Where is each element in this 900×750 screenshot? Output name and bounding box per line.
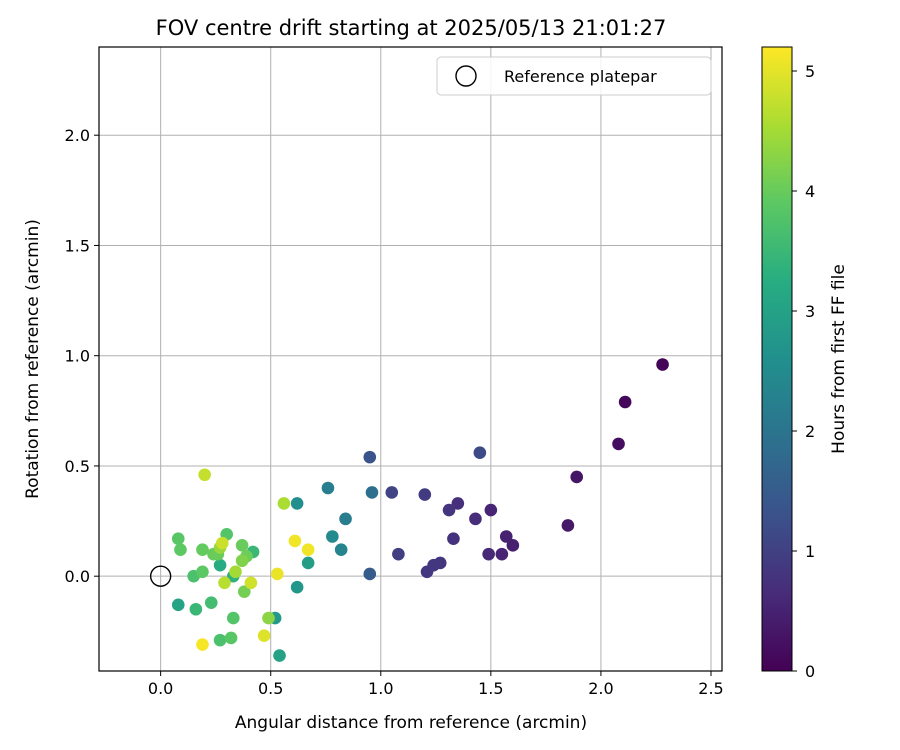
scatter-point — [561, 519, 575, 532]
scatter-point — [618, 395, 632, 409]
scatter-point — [506, 539, 520, 552]
legend-box — [436, 56, 712, 96]
x-tick-label: 1.5 — [478, 679, 503, 698]
scatter-point — [277, 497, 291, 510]
scatter-point — [226, 611, 240, 625]
scatter-point — [447, 532, 460, 546]
legend: Reference platepar — [436, 56, 712, 96]
x-tick-label: 2.5 — [698, 679, 723, 698]
scatter-point — [288, 534, 302, 548]
colorbar-frame — [761, 46, 793, 672]
scatter-point — [198, 468, 211, 482]
scatter-points — [171, 358, 669, 662]
scatter-point — [301, 543, 315, 557]
y-tick-label: 0.0 — [65, 567, 90, 586]
scatter-point — [257, 629, 271, 643]
scatter-point — [290, 497, 304, 510]
scatter-point — [473, 446, 487, 460]
scatter-point — [363, 567, 377, 581]
scatter-point — [196, 638, 209, 651]
scatter-point — [196, 565, 209, 579]
scatter-point — [171, 532, 185, 546]
scatter-point — [189, 602, 203, 616]
scatter-point — [224, 631, 238, 645]
scatter-point — [334, 543, 348, 557]
scatter-point — [213, 633, 227, 647]
x-axis-ticks: 0.0 0.5 1.0 1.5 2.0 2.5 — [148, 671, 724, 698]
scatter-point — [235, 554, 249, 568]
scatter-point — [451, 497, 465, 510]
scatter-point — [215, 536, 229, 550]
scatter-point — [321, 481, 335, 495]
scatter-point — [218, 576, 231, 590]
colorbar-ticks: 0 1 2 3 4 5 — [792, 62, 815, 681]
x-tick-label: 1.0 — [368, 679, 393, 698]
scatter-point — [235, 539, 249, 552]
reference-point — [149, 565, 172, 587]
x-tick-label: 2.0 — [588, 679, 613, 698]
scatter-point — [570, 470, 584, 484]
scatter-point — [237, 585, 251, 598]
y-tick-label: 1.5 — [65, 236, 90, 255]
colorbar-tick-label: 0 — [805, 662, 815, 681]
colorbar-label: Hours from first FF file — [829, 264, 849, 454]
scatter-point — [326, 530, 339, 543]
colorbar-tick-label: 1 — [805, 542, 815, 561]
legend-label: Reference platepar — [504, 67, 657, 86]
y-tick-label: 0.5 — [65, 457, 90, 476]
scatter-point — [418, 488, 432, 501]
y-tick-label: 1.0 — [65, 347, 90, 366]
scatter-point — [363, 450, 377, 464]
scatter-point — [213, 558, 227, 572]
scatter-point — [385, 486, 399, 499]
y-axis-label: Rotation from reference (arcmin) — [23, 219, 43, 499]
y-axis-ticks: 0.0 0.5 1.0 1.5 2.0 — [65, 126, 99, 586]
colorbar-tick-label: 2 — [805, 422, 815, 441]
scatter-point — [273, 649, 286, 662]
scatter-point — [612, 437, 625, 451]
x-tick-label: 0.5 — [258, 679, 283, 698]
colorbar-gradient — [762, 47, 792, 671]
scatter-point — [339, 512, 352, 526]
scatter-point — [262, 611, 275, 625]
scatter-point — [171, 598, 185, 612]
scatter-point — [204, 596, 218, 609]
x-tick-label: 0.0 — [148, 679, 173, 698]
scatter-point — [229, 565, 242, 579]
plot-frame — [98, 46, 723, 672]
scatter-point — [196, 543, 209, 557]
colorbar: 0 1 2 3 4 5 Hours from first FF file — [761, 46, 849, 681]
reference-point-marker — [149, 565, 172, 587]
scatter-point — [365, 486, 379, 499]
colorbar-tick-label: 3 — [805, 302, 815, 321]
colorbar-tick-label: 5 — [805, 62, 815, 81]
scatter-point — [420, 565, 434, 579]
scatter-point — [495, 547, 509, 561]
scatter-point — [442, 503, 456, 517]
scatter-point — [392, 547, 405, 561]
scatter-point — [301, 556, 315, 570]
x-axis-label: Angular distance from reference (arcmin) — [235, 713, 587, 733]
scatter-point — [499, 530, 513, 543]
scatter-point — [484, 503, 498, 517]
scatter-point — [244, 576, 258, 590]
chart-title: FOV centre drift starting at 2025/05/13 … — [156, 16, 667, 40]
scatter-point — [271, 567, 284, 581]
legend-reference-marker-icon — [455, 65, 477, 87]
scatter-point — [656, 358, 669, 371]
scatter-point — [290, 580, 304, 594]
y-tick-label: 2.0 — [65, 126, 90, 145]
scatter-point — [469, 512, 482, 526]
colorbar-tick-label: 4 — [805, 182, 815, 201]
scatter-point — [174, 543, 187, 557]
scatter-point — [482, 547, 495, 561]
